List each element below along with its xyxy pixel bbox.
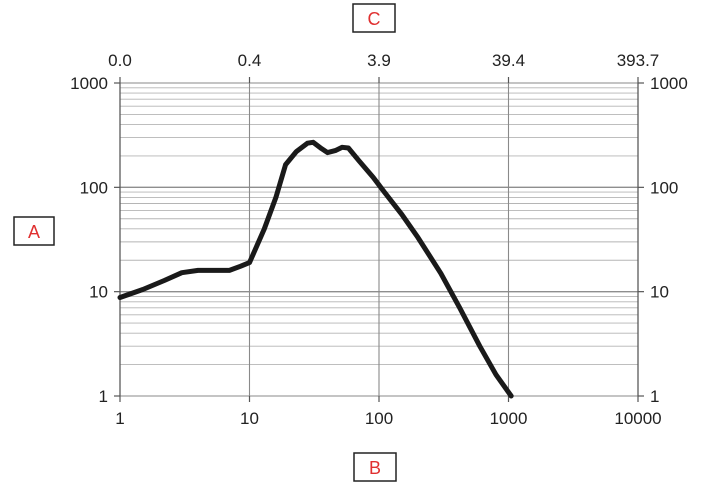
y-tick-label-right: 1: [650, 387, 659, 406]
series-line: [117, 139, 514, 399]
marks: [117, 139, 514, 399]
axis-title-b-box: [353, 452, 397, 482]
axis-title-a: A: [28, 222, 40, 242]
axes: [114, 77, 644, 402]
axis-title-c: C: [368, 9, 381, 29]
x-tick-label-top: 3.9: [367, 51, 391, 70]
x-tick-label-bottom: 10: [240, 409, 259, 428]
y-tick-label-right: 1000: [650, 74, 688, 93]
x-tick-label-top: 0.0: [108, 51, 132, 70]
x-tick-label-top: 0.4: [238, 51, 262, 70]
x-tick-label-bottom: 100: [365, 409, 393, 428]
axis-title-a-box: [13, 216, 55, 246]
x-tick-label-bottom: 10000: [614, 409, 661, 428]
x-tick-label-bottom: 1000: [490, 409, 528, 428]
axis-title-c-box: [352, 3, 396, 33]
y-tick-label-left: 10: [89, 283, 108, 302]
y-tick-label-left: 1000: [70, 74, 108, 93]
x-tick-label-top: 39.4: [492, 51, 525, 70]
x-tick-label-top: 393.7: [617, 51, 660, 70]
y-tick-label-left: 1: [99, 387, 108, 406]
x-tick-label-bottom: 1: [115, 409, 124, 428]
axis-title-b: B: [369, 458, 381, 478]
y-tick-label-right: 100: [650, 178, 678, 197]
axis-title-boxes: A B C: [13, 3, 397, 482]
y-tick-label-left: 100: [80, 178, 108, 197]
y-tick-label-right: 10: [650, 283, 669, 302]
grid: [119, 82, 639, 397]
